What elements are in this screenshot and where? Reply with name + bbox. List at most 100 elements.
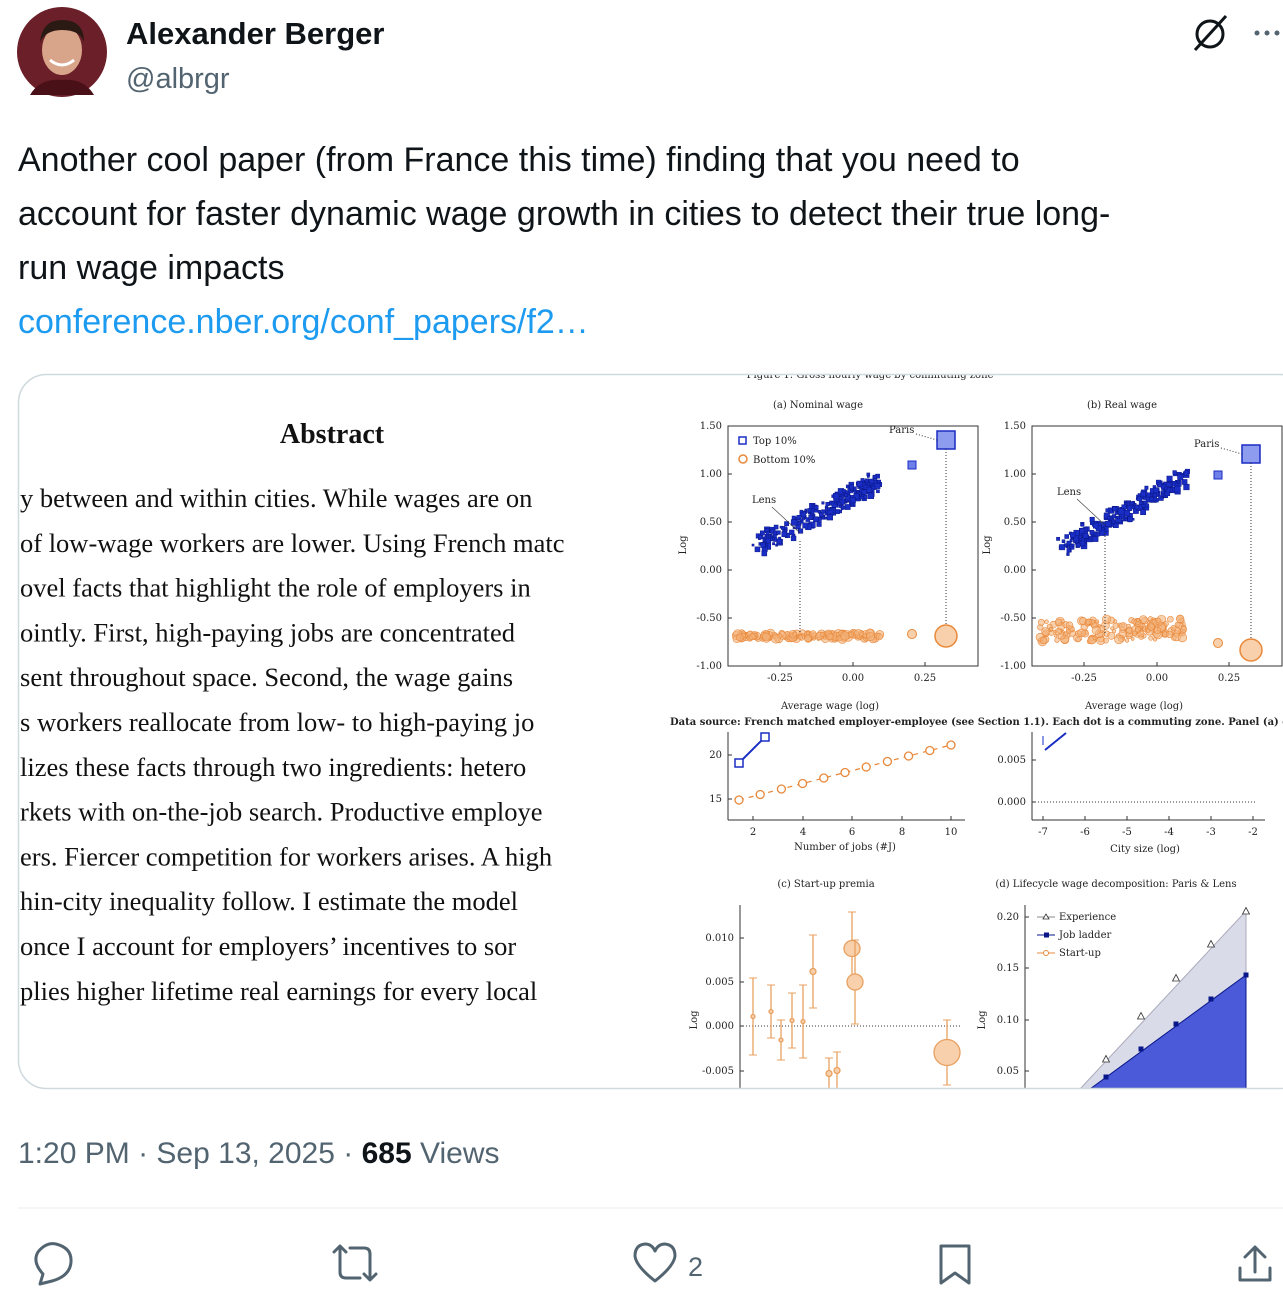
estimate-dot: [750, 1013, 756, 1020]
like-button[interactable]: [633, 1242, 677, 1283]
author-handle[interactable]: @albrgr: [126, 63, 230, 95]
scatter-square: [1177, 474, 1184, 480]
date[interactable]: Sep 13, 2025: [156, 1137, 335, 1170]
scatter-square: [1105, 520, 1112, 527]
views-count: 685: [362, 1137, 412, 1170]
scatter-circle: [1053, 633, 1058, 638]
scatter-circle: [858, 631, 864, 637]
city-circle: [1213, 638, 1223, 648]
figure-text: Figure 1: Gross hourly wage by commuting…: [747, 370, 994, 381]
tweet-image[interactable]: Abstract y between and within cities. Wh…: [18, 370, 1283, 1089]
scatter-square: [1059, 544, 1066, 551]
scatter-circle: [1152, 637, 1158, 642]
y-tick-label: 15: [709, 794, 722, 805]
legend-marker: [1043, 950, 1049, 956]
more-icon[interactable]: [1254, 30, 1280, 36]
y-tick-label: 1.50: [1004, 421, 1026, 432]
x-tick-label: -2: [1248, 827, 1258, 838]
scatter-circle: [1054, 618, 1063, 627]
avatar[interactable]: [17, 7, 107, 97]
guide-line: [915, 433, 938, 441]
scatter-square: [1160, 490, 1165, 495]
time[interactable]: 1:20 PM: [18, 1137, 130, 1170]
tweet-link[interactable]: conference.nber.org/conf_papers/f2…: [18, 303, 589, 341]
x-tick-label: -3: [1206, 827, 1216, 838]
x-tick-label: 0.00: [842, 673, 864, 684]
x-tick-label: -0.25: [1071, 673, 1097, 684]
scatter-circle: [1107, 631, 1116, 640]
estimate-dot: [809, 967, 817, 976]
scatter-square: [821, 509, 826, 514]
scatter-circle: [761, 632, 771, 642]
marker: [819, 773, 829, 783]
figure-text: (c) Start-up premia: [777, 879, 874, 890]
scatter-square: [861, 489, 867, 495]
scatter-circle: [1065, 621, 1074, 629]
x-tick-label: -4: [1164, 827, 1174, 838]
abstract-line: of low-wage workers are lower. Using Fre…: [20, 528, 565, 558]
scatter-square: [1079, 540, 1086, 547]
scatter-square: [799, 518, 802, 522]
separator: ·: [343, 1137, 353, 1170]
scatter-square: [759, 530, 765, 536]
city-square: [1213, 470, 1223, 480]
figure-text: (a) Nominal wage: [773, 400, 863, 411]
figure-text: Experience: [1059, 912, 1116, 923]
figure-text: Paris: [889, 425, 914, 436]
scatter-square: [1153, 487, 1159, 494]
scatter-circle: [875, 633, 883, 641]
views-label: Views: [420, 1137, 499, 1170]
y-tick-label: 0.05: [997, 1066, 1019, 1077]
scatter-square: [1174, 485, 1181, 493]
scatter-square: [802, 522, 809, 529]
scatter-square: [1134, 504, 1140, 510]
scatter-square: [861, 494, 865, 497]
scatter-square: [1127, 516, 1133, 522]
scatter-square: [1069, 538, 1073, 542]
marker: [1243, 972, 1249, 978]
bookmark-button[interactable]: [939, 1244, 971, 1285]
scatter-square: [1144, 503, 1150, 508]
x-tick-label: 0.25: [1218, 673, 1240, 684]
marker: [882, 756, 893, 767]
scatter-square: [1163, 481, 1167, 486]
marker: [1103, 1074, 1109, 1080]
abstract-line: y between and within cities. While wages…: [20, 483, 532, 513]
marker: [734, 758, 744, 768]
scatter-square: [790, 535, 797, 542]
x-tick-label: 6: [849, 827, 855, 838]
scatter-circle: [866, 632, 875, 641]
scatter-square: [1066, 548, 1071, 553]
scatter-square: [1095, 532, 1100, 537]
scatter-square: [849, 484, 854, 490]
author-name[interactable]: Alexander Berger: [126, 16, 384, 51]
share-button[interactable]: [1238, 1245, 1272, 1282]
marker: [755, 789, 765, 800]
estimate-dot: [800, 1018, 806, 1025]
scatter-square: [1137, 496, 1143, 502]
reply-button[interactable]: [34, 1242, 73, 1286]
scatter-square: [751, 543, 755, 547]
scatter-circle: [804, 634, 812, 643]
x-tick-label: 8: [899, 827, 905, 838]
scatter-square: [776, 538, 783, 545]
y-tick-label: 1.50: [700, 421, 722, 432]
scatter-circle: [736, 633, 744, 642]
scatter-square: [867, 492, 874, 499]
scatter-square: [1144, 485, 1149, 490]
scatter-square: [804, 508, 808, 512]
scatter-circle: [1180, 625, 1188, 633]
scatter-square: [773, 524, 779, 530]
figure-text: Job ladder: [1058, 930, 1111, 941]
scatter-square: [871, 488, 875, 492]
y-tick-label: 1.00: [700, 469, 722, 480]
grok-icon[interactable]: [1193, 14, 1228, 52]
retweet-button[interactable]: [332, 1244, 378, 1282]
scatter-square: [866, 486, 872, 493]
scatter-square: [1067, 544, 1071, 548]
scatter-square: [821, 501, 825, 505]
scatter-circle: [1148, 635, 1154, 641]
x-tick-label: -7: [1038, 827, 1048, 838]
marker: [776, 784, 787, 794]
scatter-square: [849, 497, 856, 504]
